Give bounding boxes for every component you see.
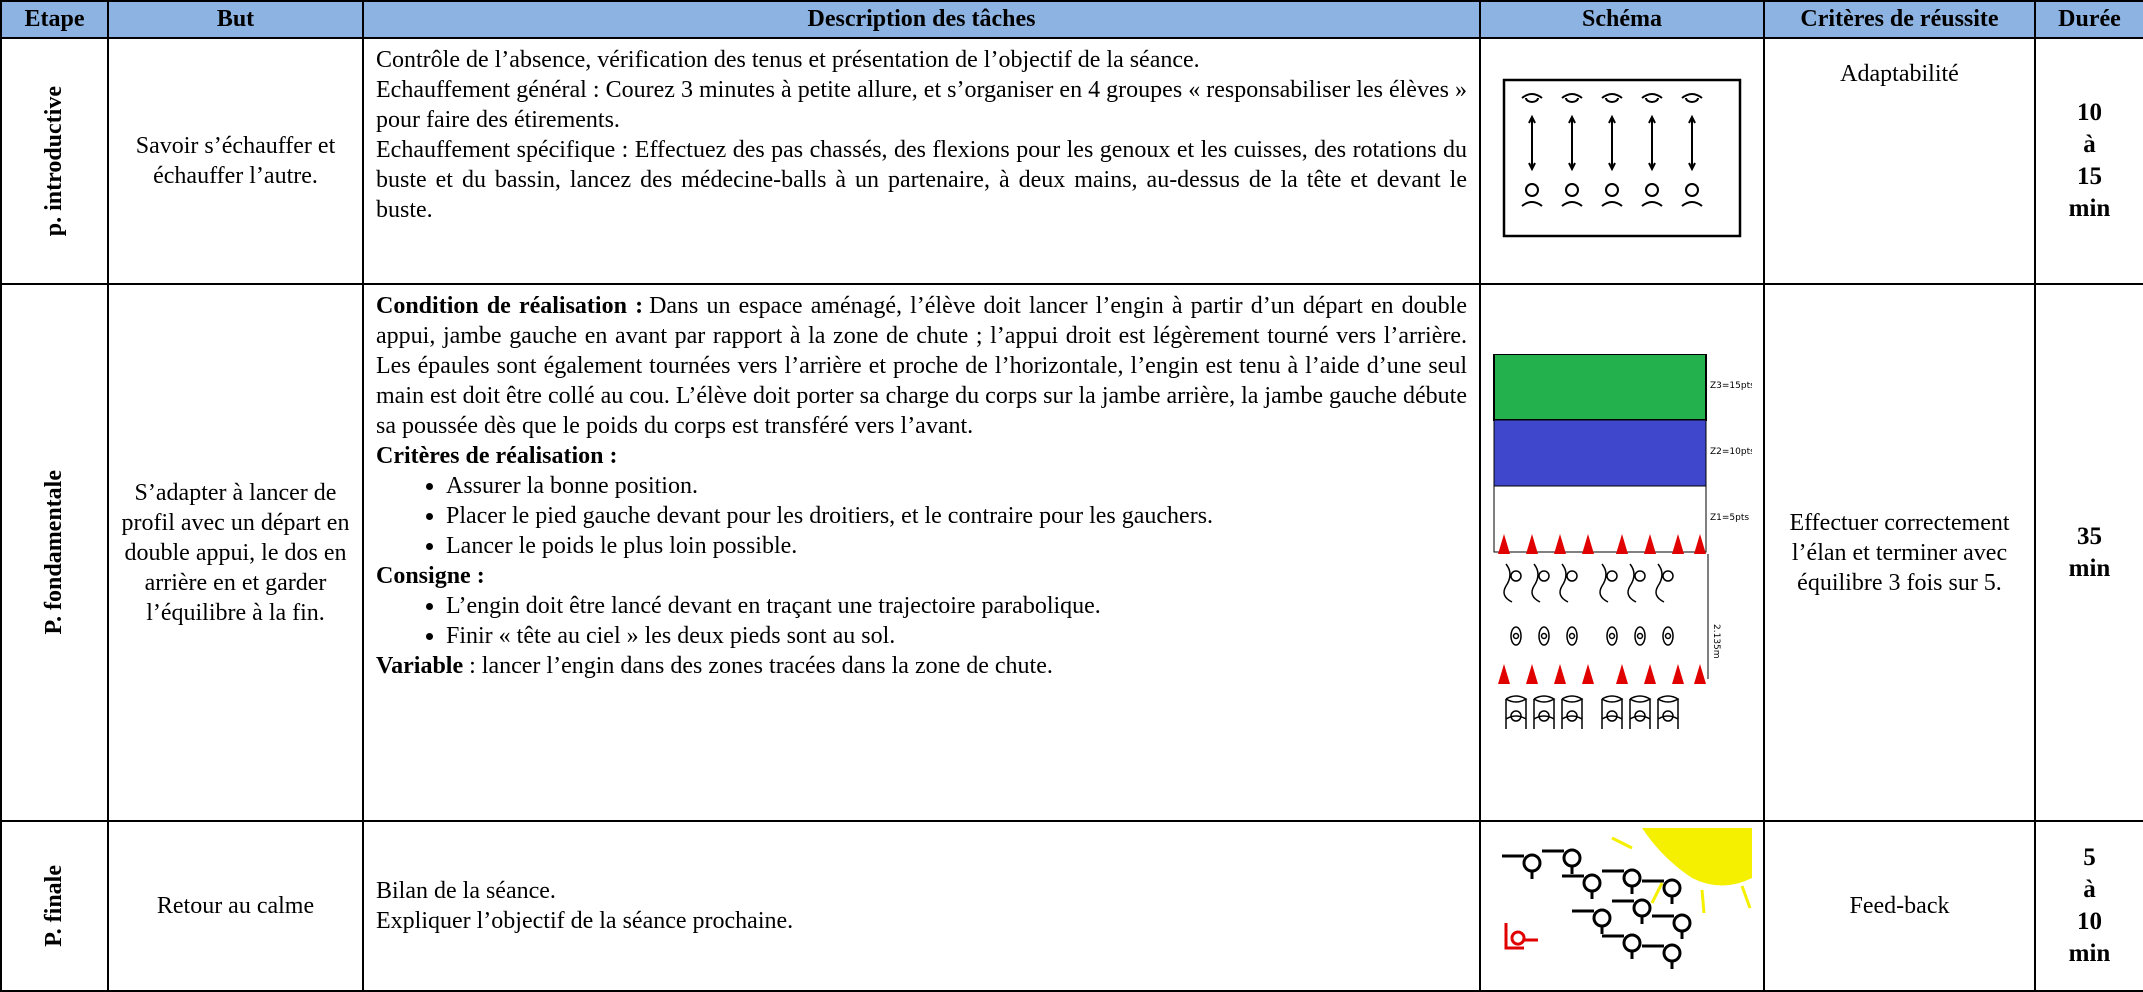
duree-line: 35 [2077,522,2102,550]
duree-line: min [2068,554,2111,582]
label: Variable [376,653,464,679]
etape-cell: P. fondamentale [0,283,109,822]
etape: P. finale [41,865,67,947]
schema-cell [1479,37,1765,285]
bullet: L’engin doit être lancé devant en traçan… [446,591,1467,621]
bullet: Assurer la bonne position. [446,471,1467,501]
duree-line: min [2068,195,2111,222]
critere: Effectuer correctement l’élan et termine… [1763,283,2036,822]
paragraph: Variable: lancer l’engin dans des zones … [376,651,1467,681]
schema-cell: Z3=15pts Z2=10pts Z1=5pts 2.135m [1479,283,1765,822]
schema-cooldown [1502,827,1752,970]
label: Consigne : [376,563,485,589]
row: p. introductive Savoir s’échauffer et éc… [0,37,2143,285]
bullet-list: L’engin doit être lancé devant en traçan… [376,591,1467,651]
duree-line: min [2068,940,2111,967]
bullet: Finir « tête au ciel » les deux pieds so… [446,621,1467,651]
duree: 10 à 15 min [2034,37,2143,285]
zone-label: Z3=15pts [1710,381,1752,391]
etape: P. fondamentale [41,470,67,635]
bullet: Lancer le poids le plus loin possible. [446,531,1467,561]
paragraph: Contrôle de l’absence, vérification des … [376,47,1200,73]
but: S’adapter à lancer de profil avec un dép… [107,283,364,822]
distance-label: 2.135m [1711,624,1721,659]
header-cell: Description des tâches [362,0,1481,39]
header-cell: Schéma [1479,0,1765,39]
text: : lancer l’engin dans des zones tracées … [469,653,1053,679]
schema-cell [1479,820,1765,992]
bullet-list: Assurer la bonne position. Placer le pie… [376,471,1467,561]
duree-line: 5 [2083,844,2096,871]
etape: p. introductive [41,85,67,237]
zone-label: Z2=10pts [1710,447,1752,457]
but: Retour au calme [107,820,364,992]
paragraph: Bilan de la séance. [376,878,556,904]
paragraph: Consigne : [376,561,1467,591]
description: Contrôle de l’absence, vérification des … [362,37,1481,285]
label: Condition de réalisation : [376,293,644,319]
duree-line: 10 [2077,908,2102,935]
row: P. finale Retour au calme Bilan de la sé… [0,820,2143,992]
header-cell: Durée [2034,0,2143,39]
critere: Adaptabilité [1763,37,2036,285]
header-cell: But [107,0,364,39]
paragraph: Echauffement général : Courez 3 minutes … [376,77,1467,133]
label: Critères de réalisation : [376,443,618,469]
etape-cell: P. finale [0,820,109,992]
but: Savoir s’échauffer et échauffer l’autre. [107,37,364,285]
bullet: Placer le pied gauche devant pour les dr… [446,501,1467,531]
duree-line: 10 [2077,99,2102,126]
text: Dans un espace aménagé, l’élève doit lan… [376,293,1467,439]
description: Condition de réalisation : Dans un espace… [362,283,1481,822]
paragraph: Critères de réalisation : [376,441,1467,471]
duree: 5 à 10 min [2034,820,2143,992]
row: P. fondamentale S’adapter à lancer de pr… [0,283,2143,822]
duree-line: à [2083,876,2096,903]
schema-throw: Z3=15pts Z2=10pts Z1=5pts 2.135m [1493,353,1755,730]
header-cell: Etape [0,0,109,39]
duree: 35 min [2034,283,2143,822]
duree-line: 15 [2077,163,2102,190]
zone-label: Z1=5pts [1710,513,1749,523]
description: Bilan de la séance. Expliquer l’objectif… [362,820,1481,992]
duree-line: à [2083,131,2096,158]
header-cell: Critères de réussite [1763,0,2036,39]
etape-cell: p. introductive [0,37,109,285]
paragraph: Echauffement spécifique : Effectuez des … [376,137,1467,223]
critere: Feed-back [1763,820,2036,992]
header-row: Etape But Description des tâches Schéma … [0,0,2143,39]
schema-warmup [1502,78,1742,237]
paragraph: Expliquer l’objectif de la séance procha… [376,908,794,934]
paragraph: Condition de réalisation : Dans un espace… [376,291,1467,441]
